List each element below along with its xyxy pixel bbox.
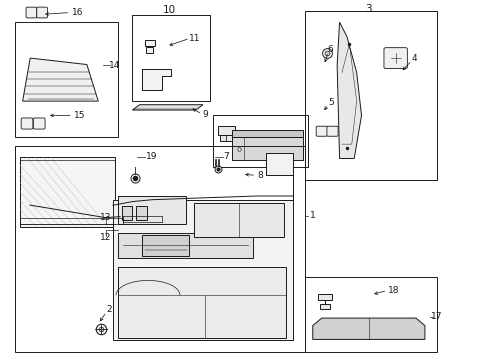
- Bar: [317, 294, 331, 300]
- Bar: [118, 233, 252, 257]
- FancyBboxPatch shape: [326, 126, 337, 136]
- Bar: [15, 22, 118, 137]
- Bar: [142, 235, 189, 256]
- Text: 10: 10: [162, 5, 175, 15]
- Text: 9: 9: [202, 109, 208, 118]
- Polygon shape: [22, 58, 98, 101]
- Text: 16: 16: [72, 8, 83, 17]
- Polygon shape: [113, 153, 293, 339]
- Text: 17: 17: [430, 312, 442, 321]
- Text: 5: 5: [327, 98, 333, 107]
- Bar: [15, 146, 305, 352]
- Text: 11: 11: [189, 34, 200, 43]
- Text: 8: 8: [257, 171, 263, 180]
- Text: 14: 14: [108, 61, 120, 70]
- Bar: [132, 15, 210, 101]
- Polygon shape: [132, 105, 203, 110]
- Bar: [320, 304, 329, 309]
- Text: 13: 13: [100, 213, 111, 222]
- FancyBboxPatch shape: [33, 118, 45, 129]
- Polygon shape: [312, 318, 424, 339]
- Bar: [122, 206, 132, 220]
- Bar: [118, 267, 285, 338]
- Text: 19: 19: [146, 152, 157, 161]
- Polygon shape: [232, 130, 303, 137]
- Text: 7: 7: [223, 152, 228, 161]
- Polygon shape: [142, 69, 171, 90]
- Bar: [305, 12, 436, 180]
- Bar: [305, 277, 436, 352]
- FancyBboxPatch shape: [26, 7, 37, 18]
- Bar: [217, 126, 234, 135]
- FancyBboxPatch shape: [383, 48, 407, 68]
- Polygon shape: [336, 22, 361, 158]
- Polygon shape: [232, 137, 303, 160]
- Bar: [118, 196, 186, 224]
- Text: 12: 12: [100, 233, 111, 242]
- Bar: [146, 47, 153, 53]
- Text: 15: 15: [74, 111, 86, 120]
- Bar: [144, 40, 155, 45]
- Text: 6: 6: [326, 45, 332, 54]
- Text: 2: 2: [106, 305, 112, 314]
- Bar: [194, 203, 284, 237]
- Text: 4: 4: [410, 54, 416, 63]
- Bar: [220, 135, 231, 140]
- FancyBboxPatch shape: [21, 118, 33, 129]
- FancyBboxPatch shape: [316, 126, 327, 136]
- Bar: [136, 206, 147, 220]
- Bar: [212, 116, 307, 167]
- Text: 18: 18: [386, 286, 398, 295]
- FancyBboxPatch shape: [37, 7, 47, 18]
- Text: 1: 1: [309, 211, 315, 220]
- Bar: [20, 157, 115, 226]
- Text: 3: 3: [365, 4, 371, 14]
